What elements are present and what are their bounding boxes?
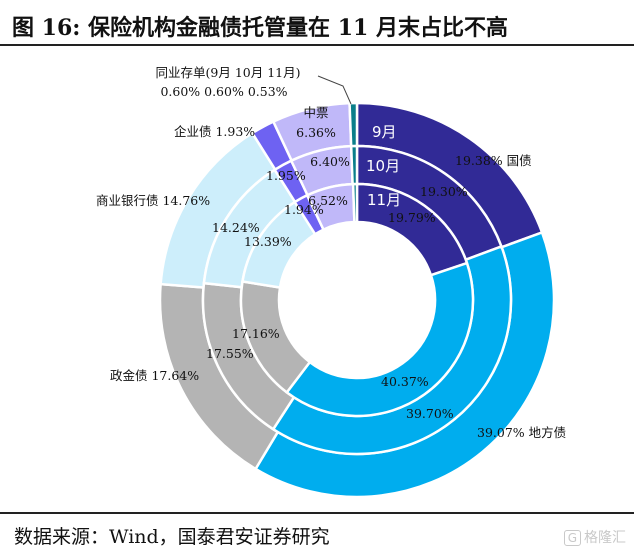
label-difangzhai-1: 39.07% 地方债: [477, 425, 566, 440]
footer-divider: [0, 512, 634, 514]
chart-title: 图 16: 保险机构金融债托管量在 11 月末占比不高: [12, 15, 508, 41]
ring-label-3: 11月: [367, 191, 401, 209]
donut-chart: 9月 10月 11月 19.38% 国债 19.30% 19.79% 39.07% 地方债 3…: [96, 65, 566, 499]
watermark: G 格隆汇: [563, 527, 626, 547]
label-difangzhai-2: 39.70%: [406, 406, 454, 421]
label-zhongpiao-2: 6.40%: [310, 154, 350, 169]
label-qiyezhai-1: 企业债 1.93%: [174, 124, 255, 139]
ring-label-1: 9月: [372, 123, 397, 141]
label-tongyecundan-values: 0.60% 0.60% 0.53%: [160, 84, 287, 99]
label-guozhai-1: 19.38% 国债: [455, 153, 532, 168]
title-divider: [0, 44, 634, 46]
label-difangzhai-3: 40.37%: [381, 374, 429, 389]
label-guozhai-3: 19.79%: [388, 210, 436, 225]
leader-line-tongyecundan: [317, 75, 352, 105]
label-zhongpiao-3: 6.52%: [308, 193, 348, 208]
slice-tongyecundan-2: [349, 144, 359, 186]
slice-tongyecundan-3: [351, 182, 359, 224]
label-qiyezhai-2: 1.95%: [266, 168, 306, 183]
source-note: 数据来源：Wind，国泰君安证券研究: [14, 526, 330, 548]
label-shangyeyinhangzhai-3: 13.39%: [244, 234, 292, 249]
label-qiyezhai-3: 1.94%: [284, 202, 324, 217]
watermark-logo-icon: G: [563, 530, 581, 546]
label-guozhai-2: 19.30%: [420, 184, 468, 199]
label-shangyeyinhangzhai-1: 商业银行债 14.76%: [96, 193, 210, 208]
label-shangyeyinhangzhai-2: 14.24%: [212, 220, 260, 235]
label-tongyecundan-name: 同业存单(9月 10月 11月): [156, 65, 301, 80]
label-zhengjinzhai-1: 政金债 17.64%: [110, 368, 199, 383]
label-zhengjinzhai-3: 17.16%: [232, 326, 280, 341]
label-zhongpiao-name: 中票: [303, 105, 328, 120]
slice-difangzhai-3: [285, 261, 475, 418]
slice-tongyecundan-1: [348, 101, 359, 148]
watermark-text: 格隆汇: [584, 530, 626, 546]
label-zhengjinzhai-2: 17.55%: [206, 346, 254, 361]
ring-label-2: 10月: [366, 157, 400, 175]
label-zhongpiao-1: 6.36%: [296, 125, 336, 140]
